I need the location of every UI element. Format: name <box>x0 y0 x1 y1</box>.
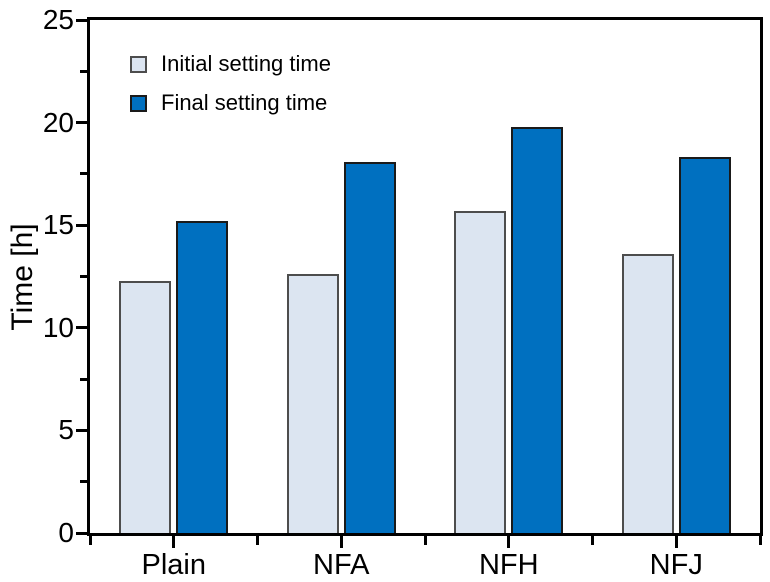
y-minor-tick <box>80 69 88 73</box>
x-category-label-nfa: NFA <box>313 549 370 581</box>
bar-final-setting-time-nfa <box>343 161 396 533</box>
bar-initial-setting-time-plain <box>119 280 172 533</box>
x-major-tick <box>507 536 511 548</box>
y-major-tick <box>76 326 88 330</box>
legend-label-initial-setting-time: Initial setting time <box>161 51 331 76</box>
y-major-tick <box>76 428 88 432</box>
y-tick-label: 15 <box>42 209 74 241</box>
bar-initial-setting-time-nfj <box>621 253 674 533</box>
x-category-label-plain: Plain <box>141 549 207 581</box>
bar-final-setting-time-plain <box>176 221 229 533</box>
x-category-label-nfh: NFH <box>478 549 539 581</box>
y-tick-label: 0 <box>58 517 74 548</box>
x-category-label-nfj: NFJ <box>649 549 703 581</box>
bar-initial-setting-time-nfh <box>454 210 507 533</box>
x-major-tick <box>674 536 678 548</box>
y-minor-tick <box>80 377 88 381</box>
x-major-tick <box>339 536 343 548</box>
x-minor-tick <box>256 536 259 545</box>
y-tick-label: 20 <box>42 106 74 138</box>
plot-area: Initial setting time Final setting time <box>87 17 763 536</box>
y-major-tick <box>76 121 88 125</box>
legend-marker-final-setting-time <box>130 94 147 112</box>
x-major-tick <box>172 536 176 548</box>
y-major-tick <box>76 18 88 22</box>
plot-inner: Initial setting time Final setting time <box>90 20 760 533</box>
x-minor-tick <box>591 536 594 545</box>
y-major-tick <box>76 223 88 227</box>
y-axis-title: Time [h] <box>6 223 39 331</box>
x-minor-tick <box>423 536 427 545</box>
y-minor-tick <box>80 172 88 176</box>
y-minor-tick <box>80 480 88 484</box>
y-major-tick <box>76 531 88 535</box>
y-minor-tick <box>80 275 88 278</box>
legend-item-initial-setting-time: Initial setting time <box>130 50 331 78</box>
y-tick-label: 10 <box>42 311 74 343</box>
legend-label-final-setting-time: Final setting time <box>161 90 328 115</box>
bar-final-setting-time-nfj <box>678 157 731 533</box>
legend: Initial setting time Final setting time <box>130 50 331 128</box>
legend-item-final-setting-time: Final setting time <box>130 89 331 117</box>
legend-marker-initial-setting-time <box>130 55 147 73</box>
bar-final-setting-time-nfh <box>511 126 564 533</box>
bar-initial-setting-time-nfa <box>286 274 339 533</box>
y-tick-label: 25 <box>42 4 74 35</box>
x-minor-tick <box>88 536 92 545</box>
x-minor-tick <box>758 536 762 545</box>
y-tick-label: 5 <box>58 414 74 446</box>
